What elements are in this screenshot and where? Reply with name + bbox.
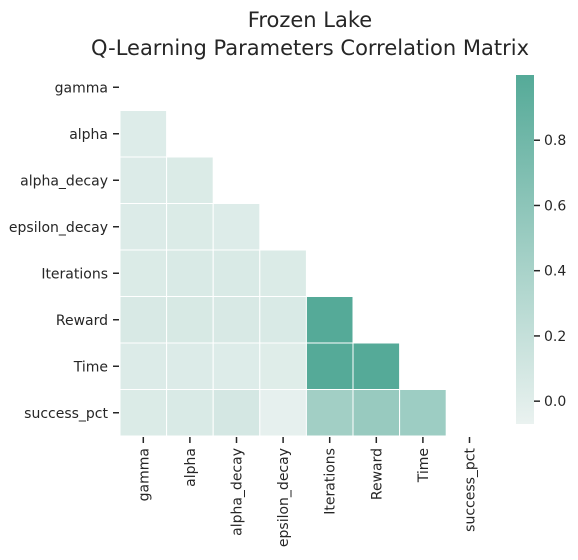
heatmap-cell-Reward-gamma	[119, 296, 168, 344]
heatmap-cell-success_pct-gamma	[119, 389, 168, 437]
y-tick-label: Time	[73, 359, 108, 375]
heatmap-cell-Iterations-epsilon_decay	[259, 249, 307, 297]
x-tick-label: epsilon_decay	[276, 448, 292, 547]
heatmap-cell-alpha-gamma	[119, 110, 168, 158]
heatmap-cell-Time-Reward	[352, 342, 401, 390]
colorbar-tick-label: 0.0	[544, 394, 566, 410]
x-tick-label: Iterations	[323, 448, 339, 515]
y-tick-label: gamma	[55, 80, 108, 96]
y-axis-tick-labels: gamma alpha alpha_decay epsilon_decay Iterat…	[9, 80, 119, 422]
heatmap-cell-Reward-epsilon_decay	[259, 296, 307, 344]
heatmap-cell-Time-epsilon_decay	[259, 342, 307, 390]
heatmap-cell-alpha_decay-gamma	[119, 156, 168, 204]
heatmap-cells	[119, 110, 447, 437]
heatmap-cell-Time-Iterations	[305, 342, 354, 390]
heatmap-cell-Time-alpha	[166, 342, 214, 390]
x-tick-label: success_pct	[463, 447, 479, 531]
colorbar-tick-label: 0.8	[544, 133, 566, 149]
heatmap-cell-success_pct-alpha_decay	[212, 389, 261, 437]
x-tick-label: alpha_decay	[230, 448, 246, 536]
heatmap-cell-success_pct-epsilon_decay	[259, 389, 307, 437]
y-tick-label: Iterations	[41, 266, 108, 282]
y-tick-label: Reward	[56, 313, 108, 329]
heatmap-cell-success_pct-Time	[399, 389, 447, 437]
colorbar-tick-label: 0.4	[544, 264, 566, 280]
heatmap-cell-Reward-alpha	[166, 296, 214, 344]
colorbar-tick-label: 0.6	[544, 198, 566, 214]
heatmap-cell-Time-alpha_decay	[212, 342, 261, 390]
x-tick-label: Reward	[369, 448, 385, 500]
heatmap-cell-Iterations-gamma	[119, 249, 168, 297]
heatmap-cell-Reward-Iterations	[305, 296, 354, 344]
x-tick-label: gamma	[136, 448, 152, 501]
y-tick-label: success_pct	[24, 406, 108, 422]
heatmap-cell-epsilon_decay-alpha	[166, 203, 214, 251]
heatmap-cell-Iterations-alpha_decay	[212, 249, 261, 297]
chart-title: Frozen Lake	[248, 8, 372, 32]
heatmap-cell-success_pct-Iterations	[305, 389, 354, 437]
heatmap-cell-Reward-alpha_decay	[212, 296, 261, 344]
heatmap-cell-Time-gamma	[119, 342, 168, 390]
heatmap-cell-epsilon_decay-alpha_decay	[212, 203, 261, 251]
x-tick-label: alpha	[183, 448, 199, 487]
heatmap-cell-alpha_decay-alpha	[166, 156, 214, 204]
y-tick-label: alpha_decay	[20, 173, 108, 189]
heatmap-cell-success_pct-alpha	[166, 389, 214, 437]
y-tick-label: alpha	[69, 127, 108, 143]
x-tick-label: Time	[416, 448, 432, 483]
heatmap-cell-Iterations-alpha	[166, 249, 214, 297]
colorbar-gradient	[516, 75, 534, 424]
x-axis-tick-labels: gamma alpha alpha_decay epsilon_decay Iterat…	[136, 437, 479, 547]
y-tick-label: epsilon_decay	[9, 220, 108, 236]
heatmap-cell-epsilon_decay-gamma	[119, 203, 168, 251]
chart-subtitle: Q-Learning Parameters Correlation Matrix	[91, 36, 529, 60]
colorbar: 0.0 0.2 0.4 0.6 0.8	[516, 75, 566, 424]
colorbar-tick-label: 0.2	[544, 329, 566, 345]
heatmap-cell-success_pct-Reward	[352, 389, 401, 437]
